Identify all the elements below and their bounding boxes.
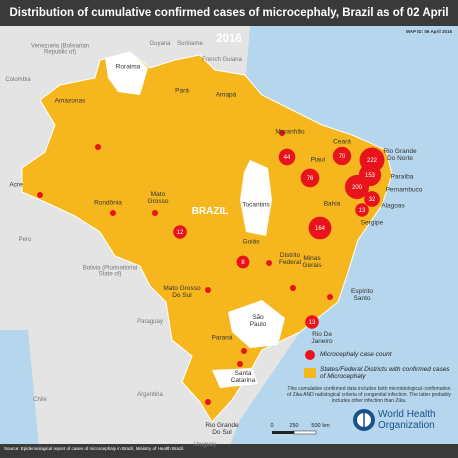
case-circle — [300, 168, 320, 188]
case-circle — [308, 216, 332, 240]
country-label: Guyana — [149, 40, 171, 47]
case-circle — [278, 148, 296, 166]
legend-label: States/Federal Districts with confirmed … — [320, 366, 450, 380]
state-label: Espírito Santo — [350, 288, 374, 302]
country-label: Colombia — [5, 76, 31, 83]
map-id: MAP ID: 06 April 2016 — [405, 29, 452, 34]
note: This cumulative confirmed data includes … — [287, 386, 451, 404]
state-label: Pernambuco — [385, 186, 423, 194]
country-label: Venezuela (Bolivarian Republic of) — [30, 43, 90, 56]
case-count: 164 — [315, 226, 326, 232]
state-label: Rondônia — [94, 199, 122, 207]
who-emblem — [353, 409, 375, 431]
country-name: BRAZIL — [191, 205, 229, 217]
scale-tick: 250 — [289, 423, 299, 429]
case-circle — [364, 191, 380, 207]
case-circle — [355, 203, 369, 217]
state-label: Bahia — [323, 200, 341, 208]
state-label: Alagoas — [381, 202, 405, 210]
legend-label: Microcephaly case count — [320, 351, 392, 358]
case-count: 13 — [309, 320, 316, 326]
case-circle — [332, 146, 352, 166]
small-dots — [37, 130, 333, 405]
case-circle — [173, 225, 187, 239]
legend-circle — [305, 350, 315, 360]
state-label: Goiás — [242, 238, 260, 246]
case-circle — [236, 255, 250, 269]
state-label: Amazonas — [54, 97, 86, 105]
scale-bar — [272, 430, 317, 435]
state-label: Amapá — [215, 91, 237, 99]
state-label: Ceará — [333, 138, 351, 146]
case-count: 70 — [339, 154, 346, 160]
state-label: Rio De Janeiro — [311, 331, 333, 345]
state-white — [240, 160, 272, 236]
state-label: Piauí — [310, 156, 326, 164]
source: Source: Epidemiological report of cases … — [4, 446, 185, 451]
country-label: Chile — [33, 396, 47, 403]
state-white — [212, 368, 258, 388]
state-label: Minas Gerais — [302, 255, 322, 269]
scale-tick: 500 — [311, 423, 321, 429]
state-white — [228, 300, 285, 348]
case-count: 13 — [359, 208, 366, 214]
state-label: Roraima — [115, 63, 141, 71]
state-white — [105, 52, 148, 95]
country-label: Bolivia (Plurinational State of) — [82, 265, 138, 278]
state-label: Paraná — [211, 334, 233, 342]
case-count: 12 — [177, 230, 184, 236]
state-label: Tocantins — [242, 201, 270, 209]
ocean — [225, 26, 458, 458]
state-label: Rio Grande Do Norte — [383, 148, 417, 162]
case-count: 200 — [352, 185, 363, 191]
title: Distribution of cumulative confirmed cas… — [0, 0, 458, 45]
country-label: Suriname — [177, 40, 203, 47]
state-label: Sergipe — [360, 219, 384, 227]
case-count: 222 — [367, 158, 378, 164]
state-label: Rio Grande Do Sul — [205, 422, 239, 436]
legend-swatch — [304, 368, 316, 378]
who-name: World Health — [378, 409, 436, 420]
scale-tick: 0 — [270, 423, 274, 429]
scale-unit: km — [322, 423, 330, 429]
case-circle — [344, 174, 370, 200]
state-label: Distrito Federal — [278, 252, 302, 266]
state-label: Maranhão — [275, 128, 305, 136]
country-label: Uruguay — [193, 441, 217, 448]
country-label: Paraguay — [137, 318, 163, 325]
state-label: Pará — [175, 87, 189, 95]
state-label: Mato Grosso — [147, 191, 169, 205]
state-label: Mato Grosso Do Sul — [163, 285, 201, 299]
case-circle — [305, 315, 319, 329]
case-count: 32 — [369, 197, 376, 203]
ocean — [0, 330, 40, 458]
country-label: Peru — [18, 236, 32, 243]
case-count: 76 — [307, 176, 314, 182]
who-name: Organization — [378, 420, 435, 431]
country-label: French Guiana — [202, 56, 242, 63]
country-label: Argentina — [137, 391, 163, 398]
state-label: Paraíba — [390, 173, 414, 181]
state-label: Acre — [9, 181, 23, 189]
case-count: 153 — [365, 173, 376, 179]
state-label: São Paulo — [249, 314, 267, 328]
state-label: Santa Catarina — [230, 370, 256, 384]
footer-bar — [0, 444, 458, 458]
case-count: 44 — [284, 155, 291, 161]
case-count: 8 — [241, 260, 245, 266]
brazil — [21, 51, 393, 423]
